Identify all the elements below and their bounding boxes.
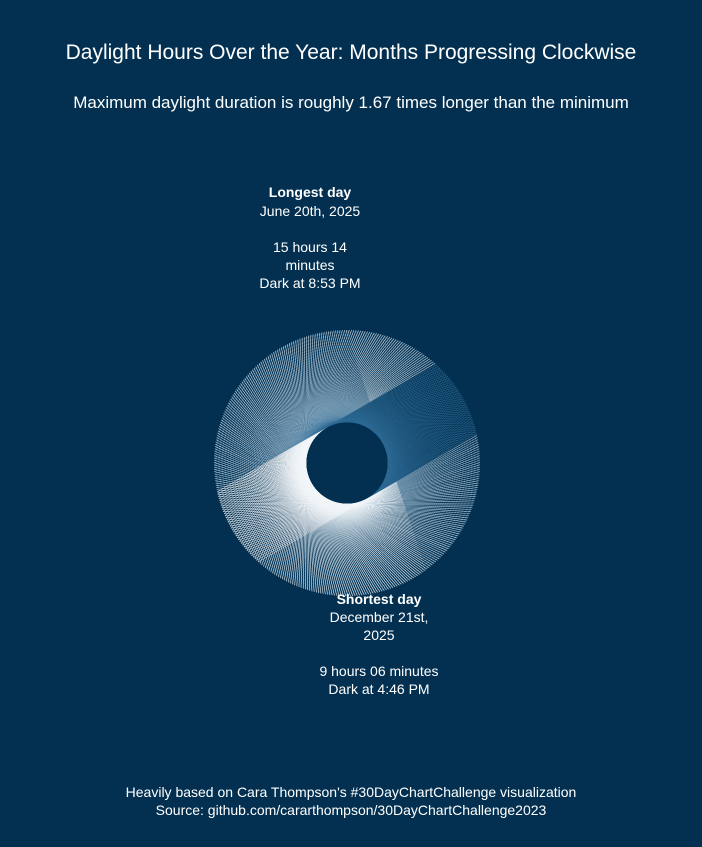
caption-credit: Heavily based on Cara Thompson's #30DayC… xyxy=(126,784,577,800)
chart-title: Daylight Hours Over the Year: Months Pro… xyxy=(66,41,637,64)
shortest-day-duration: 9 hours 06 minutes xyxy=(319,663,438,679)
longest-day-duration-line-1: 15 hours 14 xyxy=(273,239,347,255)
caption-source: Source: github.com/cararthompson/30DayCh… xyxy=(156,802,547,818)
longest-day-heading: Longest day xyxy=(269,184,352,200)
shortest-day-date-line-2: 2025 xyxy=(363,627,394,643)
daylight-ray xyxy=(344,329,428,570)
shortest-day-annotation: Shortest day December 21st, 2025 9 hours… xyxy=(319,591,438,697)
shortest-day-dark-time: Dark at 4:46 PM xyxy=(328,681,429,697)
shortest-day-heading: Shortest day xyxy=(337,591,422,607)
longest-day-dark-time: Dark at 8:53 PM xyxy=(259,275,360,291)
daylight-rays xyxy=(213,329,481,597)
chart-subtitle: Maximum daylight duration is roughly 1.6… xyxy=(73,93,629,112)
longest-day-date: June 20th, 2025 xyxy=(260,203,361,219)
longest-day-duration-line-2: minutes xyxy=(285,257,334,273)
shortest-day-date-line-1: December 21st, xyxy=(330,609,429,625)
longest-day-annotation: Longest day June 20th, 2025 15 hours 14 … xyxy=(259,184,360,291)
